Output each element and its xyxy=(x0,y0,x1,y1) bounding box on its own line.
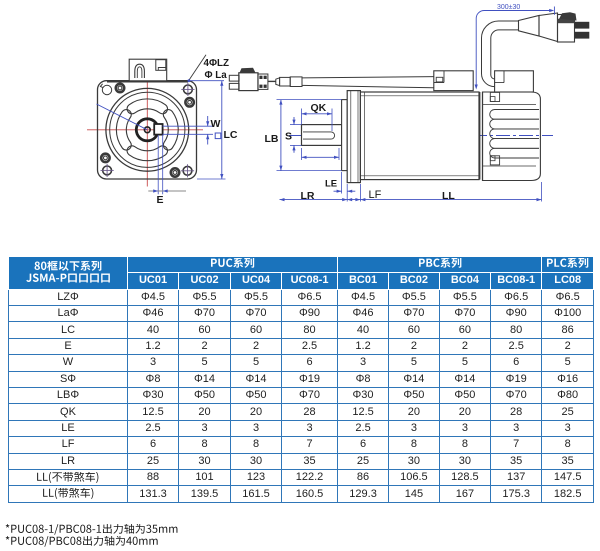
svg-text:LF: LF xyxy=(369,189,382,201)
svg-text:300±30: 300±30 xyxy=(497,4,520,11)
svg-text:LL: LL xyxy=(442,190,455,202)
svg-text:LB: LB xyxy=(265,133,279,145)
svg-text:Φ La: Φ La xyxy=(205,70,228,81)
svg-text:QK: QK xyxy=(311,102,327,114)
svg-text:LC: LC xyxy=(224,129,238,141)
svg-text:W: W xyxy=(211,118,221,130)
svg-text:S: S xyxy=(285,130,292,142)
svg-text:LR: LR xyxy=(301,190,315,202)
svg-text:E: E xyxy=(157,194,164,206)
svg-text:LE: LE xyxy=(325,179,337,190)
svg-text:4ΦLZ: 4ΦLZ xyxy=(204,58,229,69)
